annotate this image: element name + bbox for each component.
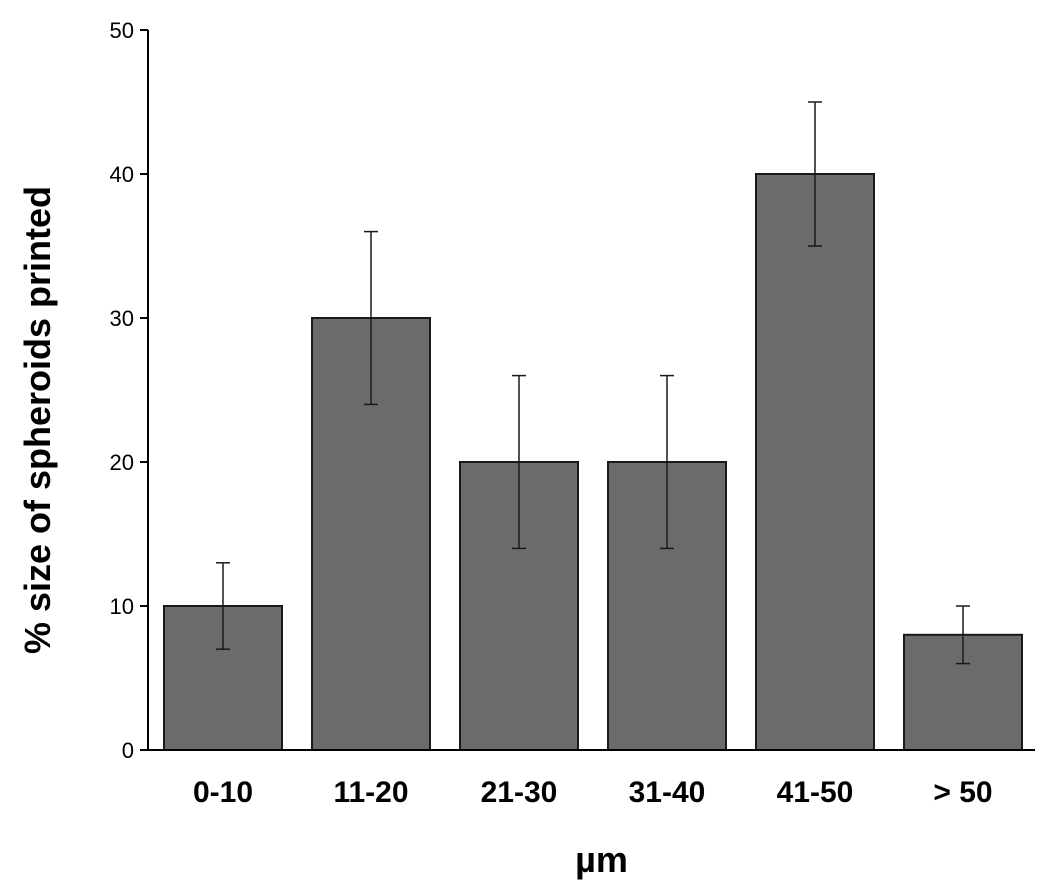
axes-layer [147,30,1035,751]
y-tick-label: 20 [110,450,134,475]
x-tick-label: 0-10 [193,776,253,809]
x-tick-labels-layer: 0-10 11-20 21-30 31-40 41-50 > 50 [193,776,993,809]
y-tick-label: 50 [110,18,134,43]
x-tick-label: 11-20 [333,776,408,809]
bars-layer [163,173,1023,751]
x-tick-label: > 50 [933,776,992,809]
y-axis-title: % size of spheroids printed [17,186,58,654]
y-tick-label: 30 [110,306,134,331]
x-tick-label: 41-50 [777,776,854,809]
bar [755,173,875,751]
error-bars-layer [216,101,970,665]
x-tick-label: 21-30 [481,776,558,809]
x-axis-title: µm [575,839,628,880]
x-tick-label: 31-40 [629,776,706,809]
y-tick-label: 10 [110,594,134,619]
y-tick-label: 0 [122,738,134,763]
y-tick-label: 40 [110,162,134,187]
y-ticks-layer: 0 10 20 30 40 50 [110,18,148,763]
